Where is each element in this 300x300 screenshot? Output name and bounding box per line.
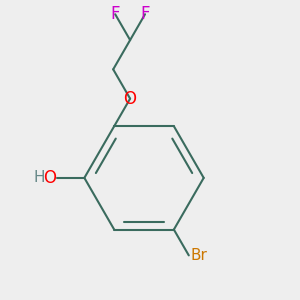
Text: Br: Br bbox=[191, 248, 208, 263]
Text: O: O bbox=[44, 169, 56, 187]
Text: F: F bbox=[140, 5, 150, 23]
Text: F: F bbox=[110, 5, 120, 23]
Text: H: H bbox=[33, 170, 45, 185]
Text: O: O bbox=[124, 90, 136, 108]
